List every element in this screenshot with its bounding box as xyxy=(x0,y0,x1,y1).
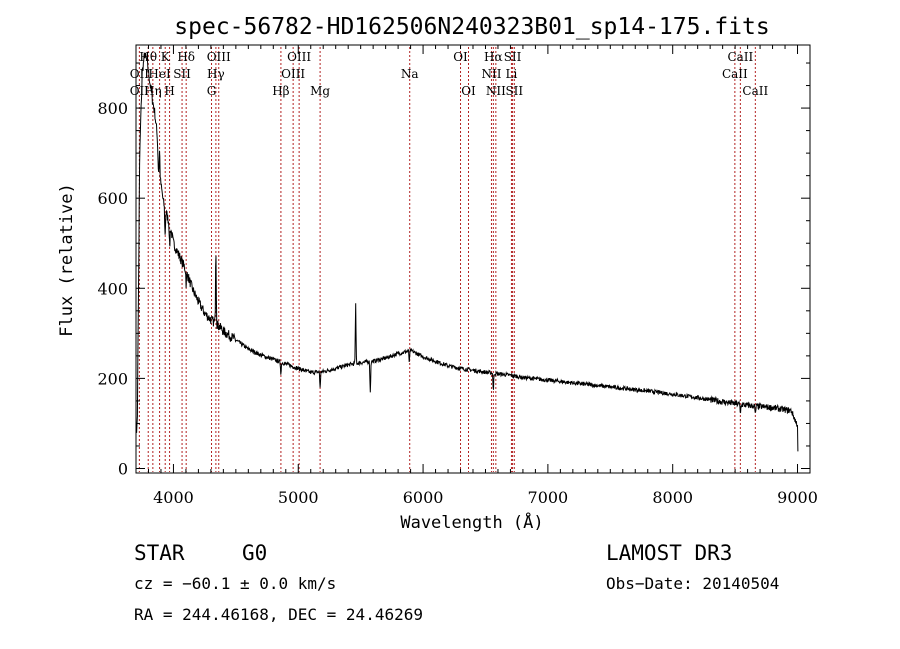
line-label: NII xyxy=(486,84,506,98)
x-tick-label: 5000 xyxy=(278,488,319,507)
line-label: SII xyxy=(505,84,523,98)
object-class: STAR xyxy=(134,541,185,565)
x-tick-label: 4000 xyxy=(153,488,194,507)
line-label: Hγ xyxy=(207,67,225,81)
line-label: NII xyxy=(481,67,501,81)
line-label: H xyxy=(164,84,174,98)
x-axis-ticks: 4000 5000 6000 7000 8000 9000 xyxy=(135,45,818,507)
line-label: Hδ xyxy=(177,50,195,64)
line-label: Na xyxy=(401,67,419,81)
redshift-cz: cz = −60.1 ± 0.0 km/s xyxy=(134,574,336,593)
x-tick-label: 8000 xyxy=(652,488,693,507)
y-axis-label: Flux (relative) xyxy=(57,183,77,337)
chart-title: spec-56782-HD162506N240323B01_sp14-175.f… xyxy=(174,14,769,40)
x-tick-label: 7000 xyxy=(528,488,569,507)
x-axis-label: Wavelength (Å) xyxy=(400,511,543,533)
ra-dec: RA = 244.46168, DEC = 24.46269 xyxy=(134,605,423,624)
line-label: SII xyxy=(173,67,191,81)
line-label: CaII xyxy=(722,67,748,81)
y-tick-label: 600 xyxy=(97,189,128,208)
obs-date: Obs−Date: 20140504 xyxy=(606,574,779,593)
x-tick-label: 9000 xyxy=(777,488,818,507)
line-label: K xyxy=(161,50,171,64)
object-subclass: G0 xyxy=(242,541,267,565)
spectral-line-markers xyxy=(138,47,756,472)
line-label: OI xyxy=(453,50,468,64)
survey-name: LAMOST DR3 xyxy=(606,541,732,565)
plot-frame xyxy=(135,44,811,474)
line-label: SII xyxy=(504,50,522,64)
line-label: OIII xyxy=(207,50,231,64)
line-label: Hβ xyxy=(272,84,289,98)
line-label: Mg xyxy=(310,84,330,98)
line-label: Hθ xyxy=(139,50,157,64)
line-label: OII xyxy=(130,67,150,81)
line-label: OII xyxy=(130,84,150,98)
y-tick-label: 400 xyxy=(97,279,128,298)
line-label: HeI xyxy=(148,67,171,81)
line-label: OI xyxy=(461,84,476,98)
y-axis-ticks: 0 200 400 600 800 xyxy=(97,62,810,478)
line-label: CaII xyxy=(727,50,753,64)
y-tick-label: 200 xyxy=(97,369,128,388)
line-label: Li xyxy=(506,67,518,81)
y-tick-label: 800 xyxy=(97,99,128,118)
line-label: OIII xyxy=(281,67,305,81)
spectrum-line xyxy=(136,52,799,452)
line-label: OIII xyxy=(287,50,311,64)
line-label: Hη xyxy=(144,84,162,98)
line-label: G xyxy=(207,84,217,98)
x-tick-label: 6000 xyxy=(403,488,444,507)
y-tick-label: 0 xyxy=(118,459,128,478)
line-label: Hα xyxy=(484,50,503,64)
line-label: CaII xyxy=(742,84,768,98)
